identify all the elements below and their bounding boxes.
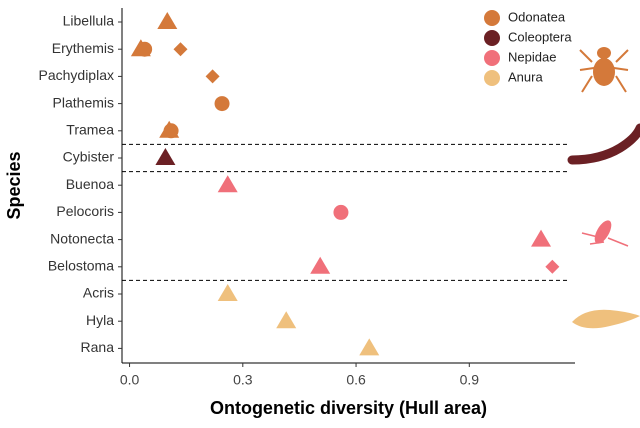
point <box>531 230 551 247</box>
point <box>218 175 238 192</box>
x-tick-label: 0.6 <box>346 372 366 388</box>
point <box>215 96 230 111</box>
point <box>310 257 330 274</box>
y-tick-label: Rana <box>81 339 115 355</box>
y-axis-title: Species <box>4 151 24 219</box>
point <box>545 260 559 274</box>
point <box>218 284 238 301</box>
y-tick-label: Plathemis <box>53 94 114 110</box>
beetle-larva <box>572 128 640 160</box>
silhouettes <box>572 47 640 328</box>
y-tick-label: Tramea <box>66 122 114 138</box>
water-bug <box>582 218 628 247</box>
tadpole <box>572 310 640 329</box>
y-tick-label: Cybister <box>63 149 115 165</box>
point <box>164 123 179 138</box>
point <box>333 205 348 220</box>
legend-swatch <box>484 10 500 26</box>
point <box>206 69 220 83</box>
point <box>174 42 188 56</box>
point <box>137 42 152 57</box>
legend-label: Odonatea <box>508 9 566 24</box>
x-tick-label: 0.9 <box>460 372 480 388</box>
x-axis-title: Ontogenetic diversity (Hull area) <box>210 398 487 418</box>
page: {"chart_data": {"type": "scatter", "xlab… <box>0 0 640 423</box>
dragonfly-larva <box>580 47 628 92</box>
y-tick-label: Erythemis <box>52 40 114 56</box>
y-tick-label: Acris <box>83 285 114 301</box>
legend-swatch <box>484 70 500 86</box>
legend-label: Anura <box>508 69 543 84</box>
y-tick-label: Pachydiplax <box>39 67 115 83</box>
point <box>155 148 175 165</box>
x-tick-label: 0.0 <box>120 372 140 388</box>
y-tick-label: Belostoma <box>48 258 114 274</box>
legend-label: Coleoptera <box>508 29 572 44</box>
y-tick-label: Buenoa <box>66 176 114 192</box>
y-tick-label: Hyla <box>86 312 114 328</box>
x-tick-label: 0.3 <box>233 372 253 388</box>
legend-swatch <box>484 30 500 46</box>
y-tick-label: Libellula <box>63 13 115 29</box>
point <box>157 12 177 29</box>
y-tick-label: Notonecta <box>50 230 114 246</box>
legend-swatch <box>484 50 500 66</box>
legend-label: Nepidae <box>508 49 556 64</box>
chart: 0.0 0.3 0.6 0.9 Libellula Erythemis Pachydipla… <box>0 0 640 423</box>
point <box>359 338 379 355</box>
y-tick-label: Pelocoris <box>56 203 114 219</box>
point <box>276 311 296 328</box>
